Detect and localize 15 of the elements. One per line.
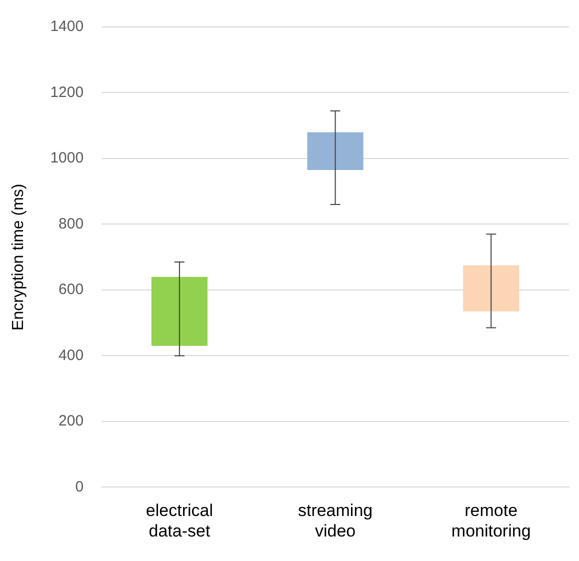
y-axis-title: Encryption time (ms) (10, 184, 28, 330)
bar (151, 276, 208, 346)
y-tick-label: 0 (75, 478, 84, 496)
x-tick-label: streaming video (298, 501, 373, 540)
y-tick-label: 400 (58, 346, 84, 364)
y-tick-label: 1200 (50, 84, 84, 101)
y-tick-label: 1400 (50, 18, 84, 36)
bar (463, 265, 520, 312)
x-tick-label: electrical data-set (146, 501, 214, 540)
bar (307, 132, 364, 170)
y-tick-label: 200 (58, 412, 84, 430)
y-tick-label: 800 (58, 215, 84, 232)
x-tick-label: remote monitoring (451, 501, 531, 540)
y-tick-label: 600 (58, 281, 84, 298)
y-tick-label: 1000 (50, 150, 84, 167)
